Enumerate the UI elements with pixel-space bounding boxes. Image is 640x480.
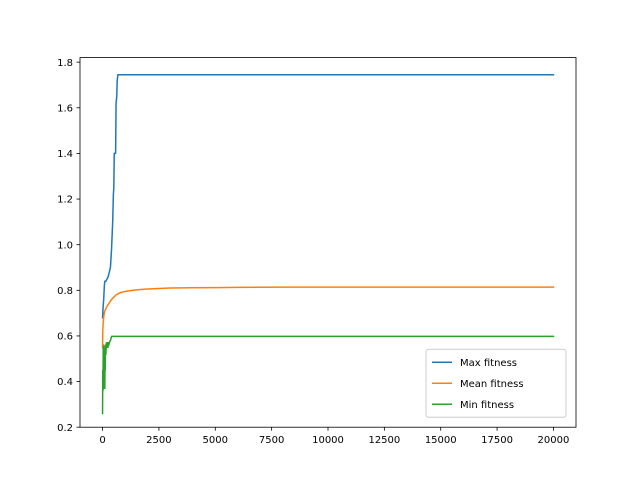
axes-layer: 0 2500 5000 7500 10000 12500 15000 17500 20000 0.… bbox=[57, 57, 577, 446]
y-tick-label: 1.2 bbox=[57, 195, 73, 206]
x-tick-label: 12500 bbox=[368, 435, 400, 446]
x-tick-label: 2500 bbox=[146, 435, 171, 446]
y-tick-label: 1.4 bbox=[57, 149, 73, 160]
y-tick-label: 0.4 bbox=[57, 377, 73, 388]
legend-box bbox=[425, 348, 567, 418]
x-tick-label: 10000 bbox=[312, 435, 344, 446]
series-line-1 bbox=[101, 286, 555, 349]
x-tick-label: 20000 bbox=[538, 435, 570, 446]
legend-label: Mean fitness bbox=[460, 379, 524, 390]
x-tick-label: 15000 bbox=[425, 435, 457, 446]
y-tick-label: 1.6 bbox=[57, 103, 73, 114]
x-tick-label: 0 bbox=[99, 435, 105, 446]
legend-label: Min fitness bbox=[460, 400, 514, 411]
legend-label: Max fitness bbox=[460, 358, 517, 369]
y-tick-label: 0.6 bbox=[57, 332, 73, 343]
series-line-0 bbox=[101, 73, 555, 319]
legend: Max fitness Mean fitness Min fitness bbox=[425, 348, 567, 418]
x-tick-label: 17500 bbox=[481, 435, 513, 446]
y-tick-label: 0.8 bbox=[57, 286, 73, 297]
series-layer bbox=[101, 73, 555, 415]
y-tick-label: 1.0 bbox=[57, 240, 73, 251]
x-tick-label: 7500 bbox=[259, 435, 284, 446]
series-line-2 bbox=[101, 335, 555, 415]
y-tick-label: 0.2 bbox=[57, 423, 73, 434]
x-tick-label: 5000 bbox=[203, 435, 228, 446]
y-tick-label: 1.8 bbox=[57, 58, 73, 69]
